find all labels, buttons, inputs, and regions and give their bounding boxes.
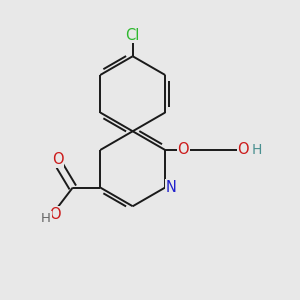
- Text: H: H: [251, 143, 262, 157]
- Text: Cl: Cl: [125, 28, 140, 43]
- Text: O: O: [238, 142, 249, 158]
- Text: O: O: [52, 152, 63, 167]
- Text: N: N: [166, 180, 177, 195]
- Text: H: H: [41, 212, 51, 225]
- Text: O: O: [50, 206, 61, 221]
- Text: O: O: [177, 142, 189, 158]
